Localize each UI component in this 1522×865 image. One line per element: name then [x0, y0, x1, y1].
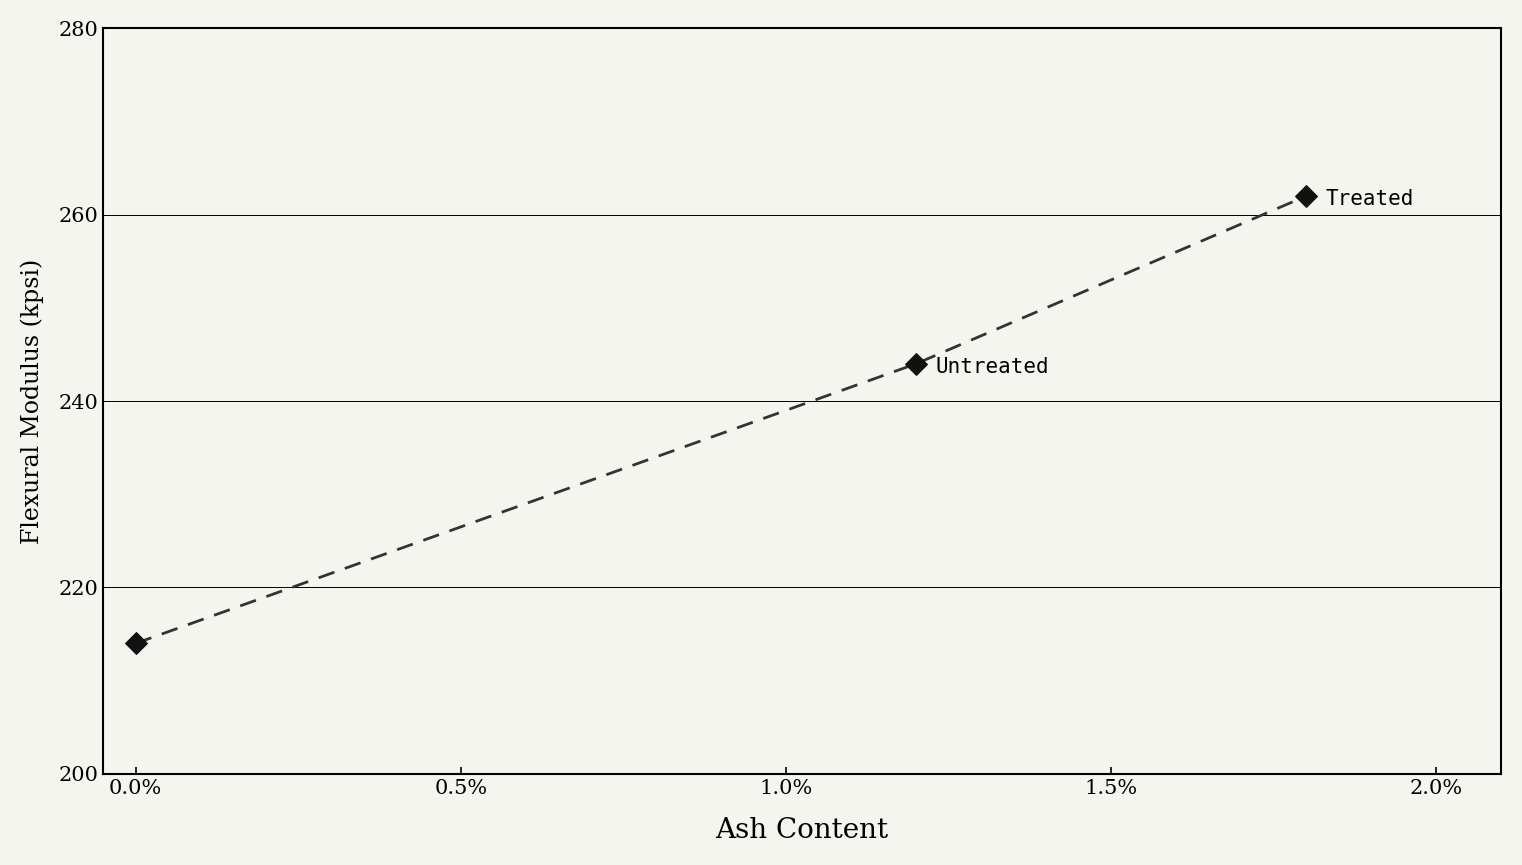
Text: Untreated: Untreated — [936, 357, 1049, 377]
Text: Treated: Treated — [1326, 189, 1414, 209]
Point — [1294, 189, 1318, 203]
Point — [123, 637, 148, 650]
Point — [904, 357, 928, 371]
Y-axis label: Flexural Modulus (kpsi): Flexural Modulus (kpsi) — [21, 259, 44, 544]
X-axis label: Ash Content: Ash Content — [715, 817, 889, 844]
